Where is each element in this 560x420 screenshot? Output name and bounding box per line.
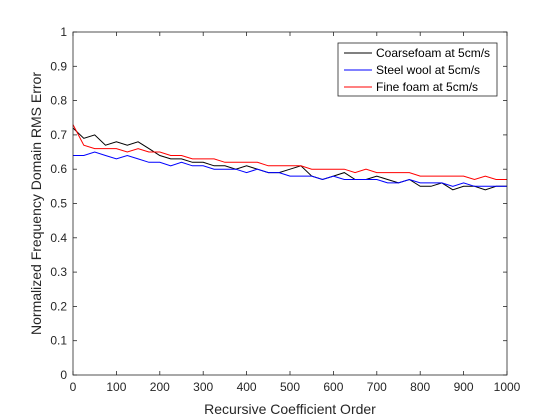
x-tick-label: 900 bbox=[454, 380, 474, 394]
y-tick-label: 0.5 bbox=[50, 197, 67, 211]
x-tick-label: 1000 bbox=[494, 380, 521, 394]
x-tick-label: 800 bbox=[410, 380, 430, 394]
x-axis-label: Recursive Coefficient Order bbox=[204, 401, 376, 417]
legend: Coarsefoam at 5cm/s Steel wool at 5cm/s … bbox=[337, 42, 498, 97]
x-tick-label: 100 bbox=[106, 380, 126, 394]
legend-label-steel-wool: Steel wool at 5cm/s bbox=[376, 63, 480, 77]
series-line-1 bbox=[73, 151, 507, 187]
series-layer bbox=[72, 124, 507, 191]
y-axis-label: Normalized Frequency Domain RMS Error bbox=[28, 72, 44, 335]
y-tick-label: 0.2 bbox=[50, 299, 67, 313]
x-tick-label: 400 bbox=[237, 380, 257, 394]
x-tick-label: 500 bbox=[280, 380, 300, 394]
series-line-2 bbox=[72, 124, 507, 181]
x-tick-label: 600 bbox=[323, 380, 343, 394]
y-tick-label: 0.4 bbox=[50, 231, 67, 245]
y-tick-label: 0.9 bbox=[50, 59, 67, 73]
x-tick-label: 300 bbox=[193, 380, 213, 394]
y-tick-label: 0.1 bbox=[50, 334, 67, 348]
y-tick-label: 0.3 bbox=[50, 265, 67, 279]
x-tick-label: 700 bbox=[367, 380, 387, 394]
y-tick-label: 1 bbox=[60, 25, 67, 39]
y-tick-label: 0.6 bbox=[50, 162, 67, 176]
series-line-0 bbox=[72, 127, 507, 191]
y-tick-label: 0.8 bbox=[50, 94, 67, 108]
y-tick-label: 0 bbox=[60, 368, 67, 382]
x-tick-label: 0 bbox=[70, 380, 77, 394]
x-tick-label: 200 bbox=[150, 380, 170, 394]
legend-label-fine-foam: Fine foam at 5cm/s bbox=[376, 80, 478, 94]
ticks-layer: 0 100 200 300 400 500 600 700 800 900 1000 0 0.1 0.2 0… bbox=[50, 25, 520, 394]
y-tick-label: 0.7 bbox=[50, 128, 67, 142]
legend-label-coarsefoam: Coarsefoam at 5cm/s bbox=[376, 46, 490, 60]
